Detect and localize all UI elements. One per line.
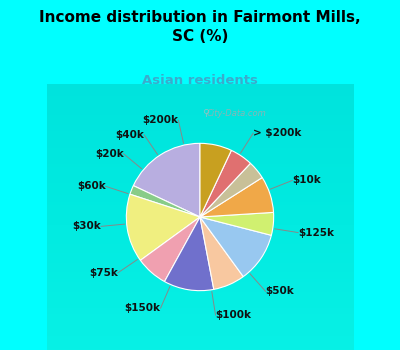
Wedge shape: [164, 217, 214, 290]
Text: > $200k: > $200k: [253, 128, 302, 138]
Wedge shape: [200, 212, 274, 235]
Wedge shape: [200, 217, 243, 289]
Text: $200k: $200k: [142, 115, 178, 125]
Wedge shape: [200, 144, 231, 217]
Text: Income distribution in Fairmont Mills,
SC (%): Income distribution in Fairmont Mills, S…: [39, 10, 361, 44]
Text: $60k: $60k: [77, 181, 106, 191]
Wedge shape: [133, 144, 200, 217]
Text: City-Data.com: City-Data.com: [207, 109, 267, 118]
Text: ⚲: ⚲: [202, 108, 210, 118]
Text: $40k: $40k: [115, 130, 144, 140]
Text: $100k: $100k: [216, 310, 252, 320]
Text: $75k: $75k: [89, 268, 118, 278]
Text: $50k: $50k: [266, 286, 294, 296]
Text: $20k: $20k: [95, 149, 124, 159]
Text: $30k: $30k: [72, 221, 101, 231]
Text: $10k: $10k: [292, 175, 321, 186]
Wedge shape: [130, 186, 200, 217]
Text: $125k: $125k: [298, 228, 334, 238]
Wedge shape: [126, 194, 200, 260]
Wedge shape: [200, 150, 250, 217]
Wedge shape: [200, 217, 271, 276]
Wedge shape: [200, 163, 262, 217]
Wedge shape: [140, 217, 200, 281]
Text: Asian residents: Asian residents: [142, 74, 258, 86]
Wedge shape: [200, 177, 274, 217]
Text: $150k: $150k: [124, 303, 160, 313]
